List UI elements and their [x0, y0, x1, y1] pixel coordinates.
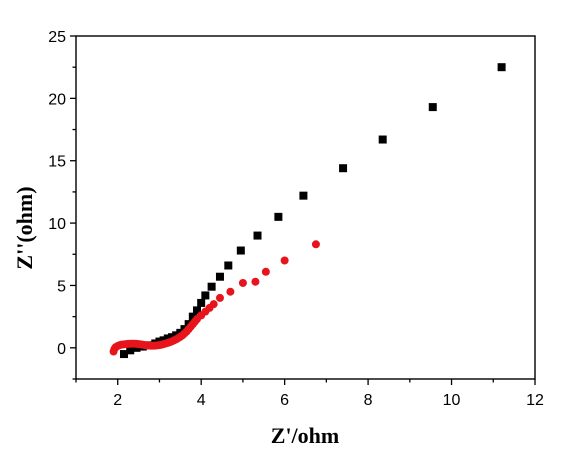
y-axis-title: Z''(ohm) — [12, 186, 37, 269]
data-point-circle — [261, 267, 270, 276]
data-point-square — [299, 191, 308, 200]
data-point-circle — [238, 278, 247, 287]
y-tick-label: 15 — [48, 154, 66, 171]
y-tick-label: 20 — [48, 91, 66, 108]
data-point-circle — [251, 277, 260, 286]
data-point-square — [119, 350, 128, 359]
data-point-square — [339, 164, 348, 173]
x-tick-label: 2 — [113, 392, 122, 409]
data-point-square — [201, 291, 210, 300]
y-tick-label: 25 — [48, 29, 66, 46]
y-tick-label: 5 — [57, 278, 66, 295]
x-tick-label: 4 — [197, 392, 206, 409]
data-point-square — [274, 212, 283, 221]
y-axis-ticks: 0 5 10 15 20 25 — [48, 29, 76, 380]
series-1 — [119, 63, 506, 359]
data-point-square — [224, 261, 233, 270]
x-tick-label: 10 — [443, 392, 461, 409]
data-point-square — [236, 246, 245, 255]
data-point-square — [428, 103, 437, 112]
data-point-square — [188, 312, 197, 321]
x-axis-title: Z'/ohm — [271, 423, 339, 448]
data-point-circle — [226, 287, 235, 296]
plot-frame — [75, 35, 536, 380]
data-point-square — [215, 272, 224, 281]
data-point-circle — [215, 293, 224, 302]
data-point-square — [193, 306, 202, 315]
data-point-square — [253, 231, 262, 240]
y-tick-label: 0 — [57, 341, 66, 358]
x-tick-label: 12 — [526, 392, 544, 409]
data-point-square — [497, 63, 506, 72]
data-point-square — [163, 334, 172, 343]
data-point-circle — [209, 300, 218, 309]
x-tick-label: 8 — [364, 392, 373, 409]
x-axis-ticks: 2 4 6 8 10 12 — [75, 379, 544, 409]
x-tick-label: 6 — [280, 392, 289, 409]
data-point-circle — [311, 240, 320, 249]
data-point-square — [126, 346, 135, 355]
y-tick-label: 10 — [48, 216, 66, 233]
series-2 — [109, 240, 320, 356]
data-point-circle — [280, 256, 289, 265]
data-point-square — [197, 298, 206, 307]
data-series — [109, 63, 506, 359]
data-point-square — [378, 135, 387, 144]
data-point-square — [207, 282, 216, 291]
